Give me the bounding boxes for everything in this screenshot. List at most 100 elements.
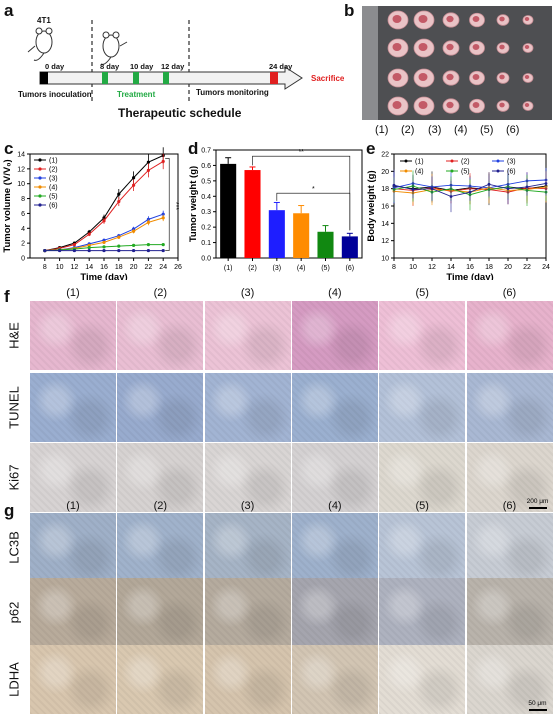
legend-marker [38, 158, 42, 162]
histology-image [291, 513, 378, 582]
y-tick-label: 22 [381, 152, 389, 159]
histology-image [379, 443, 466, 512]
x-tick-label: 10 [409, 264, 417, 271]
x-tick-label: 26 [174, 264, 182, 271]
y-tick-label: 0.4 [201, 194, 211, 201]
data-point [132, 248, 136, 253]
column-header: (2) [153, 287, 168, 299]
tumor-core [392, 73, 402, 81]
legend-label: (2) [49, 167, 58, 174]
sacrifice-label: Sacrifice [311, 74, 345, 83]
monitoring-label: Tumors monitoring [196, 88, 269, 97]
bar [317, 231, 334, 258]
x-tick-label: 24 [542, 264, 550, 271]
data-point [146, 168, 150, 172]
data-point [132, 243, 136, 247]
histology-image [117, 513, 204, 582]
photo-group-label: (6) [506, 124, 520, 136]
y-tick-label: 10 [381, 256, 389, 263]
legend-marker [38, 194, 42, 198]
plot-frame [215, 149, 363, 259]
data-point [161, 243, 165, 247]
y-tick-label: 14 [17, 152, 25, 159]
data-point [87, 230, 91, 234]
scale-bar-label: 200 μm [526, 498, 549, 505]
histology-image [466, 578, 553, 647]
histology-image [30, 578, 116, 647]
histology-image [291, 443, 378, 512]
data-point [132, 229, 136, 233]
mouse-icon [100, 31, 128, 65]
data-point [132, 176, 136, 180]
treatment-label: Treatment [117, 90, 156, 99]
tumor-core [392, 15, 402, 23]
y-axis-label: Body weight (g) [366, 170, 377, 241]
row-label: p62 [6, 601, 22, 623]
data-point [161, 216, 165, 220]
data-point [102, 245, 106, 249]
day-8-label: 8 day [100, 62, 120, 71]
data-point [411, 188, 415, 191]
tumor-core [446, 43, 454, 51]
data-point [132, 227, 136, 231]
histology-image [30, 645, 116, 714]
data-point [117, 235, 121, 239]
cell-line-label: 4T1 [37, 16, 51, 25]
bar [220, 163, 237, 258]
photo-group-label: (5) [480, 124, 494, 136]
histology-image [30, 513, 116, 582]
histology-image [204, 373, 291, 442]
x-tick-label: 20 [504, 264, 512, 271]
legend-label: (3) [49, 176, 58, 183]
histology-image [117, 578, 204, 647]
legend-marker [38, 203, 42, 207]
y-tick-label: 0.0 [201, 256, 211, 263]
column-header: (1) [66, 500, 80, 512]
legend-label: (4) [49, 185, 58, 192]
x-axis-label: Time (day) [80, 272, 127, 280]
histology-image [117, 373, 204, 442]
y-tick-label: 6 [21, 211, 25, 218]
histology-image [204, 645, 291, 714]
series-line [44, 155, 164, 252]
data-point [146, 248, 150, 253]
y-tick-label: 0.7 [201, 148, 211, 155]
legend-marker [38, 185, 42, 189]
legend-label: (2) [461, 159, 470, 166]
histology-image [117, 443, 204, 512]
histology-image [466, 513, 553, 582]
row-label: H&E [6, 321, 22, 349]
photo-group-label: (3) [428, 124, 442, 136]
x-tick-label: 18 [115, 264, 123, 271]
panel-label-d: d [188, 139, 199, 158]
histology-image [466, 443, 553, 512]
legend-marker [450, 169, 454, 173]
data-point [146, 160, 150, 164]
tumor-photo [362, 6, 552, 120]
panel-label-f: f [4, 287, 10, 306]
photo-group-label: (4) [454, 124, 468, 136]
y-tick-label: 2 [21, 241, 25, 248]
y-tick-label: 10 [17, 181, 25, 188]
data-point [525, 185, 529, 189]
column-header: (3) [240, 500, 255, 512]
legend-label: (1) [49, 158, 58, 165]
row-label: LC3B [6, 530, 22, 564]
x-tick-label: (3) [273, 265, 282, 272]
x-tick-label: (4) [297, 265, 306, 272]
data-point [102, 238, 106, 242]
data-point [430, 187, 434, 191]
data-point [102, 248, 106, 253]
photo-group-label: (1) [375, 124, 389, 136]
y-tick-label: 18 [381, 186, 389, 193]
column-header: (5) [415, 500, 429, 512]
data-point [117, 199, 121, 204]
data-point [87, 232, 91, 236]
column-header: (1) [66, 287, 80, 299]
tumor-core [392, 101, 402, 109]
legend-marker [38, 167, 42, 171]
panel-label-g: g [4, 501, 15, 520]
histology-image [466, 645, 553, 714]
data-point [87, 243, 91, 247]
